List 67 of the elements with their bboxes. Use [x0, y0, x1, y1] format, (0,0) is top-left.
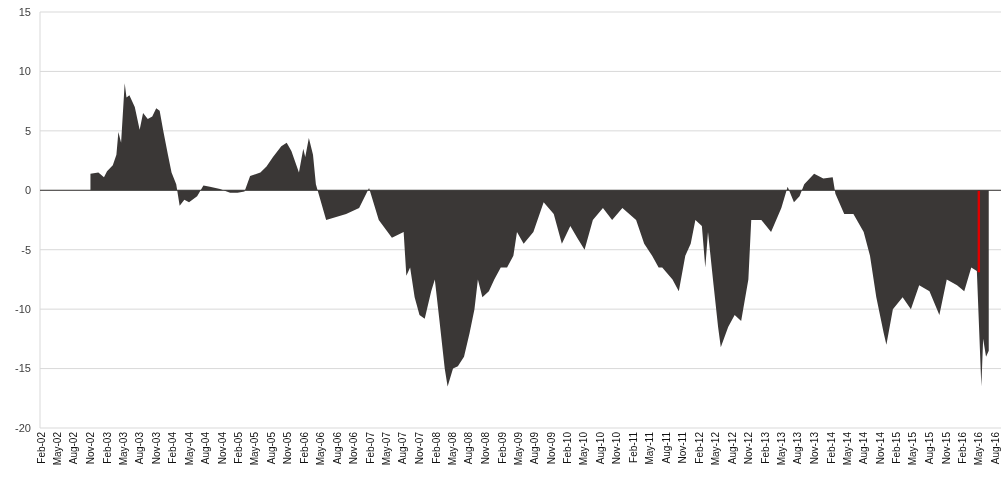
y-tick-label: -10	[15, 302, 31, 315]
y-tick-label: -15	[15, 362, 31, 375]
x-tick-label: Feb-07	[364, 431, 376, 464]
x-tick-label: May-06	[315, 431, 327, 466]
x-tick-label: Nov-11	[677, 431, 689, 464]
x-tick-label: Feb-15	[891, 431, 903, 464]
y-tick-label: 0	[24, 184, 31, 197]
x-tick-label: Nov-02	[84, 431, 96, 465]
x-tick-label: Feb-06	[299, 431, 311, 464]
x-tick-label: May-07	[380, 431, 392, 466]
x-tick-label: Aug-08	[463, 431, 475, 465]
x-tick-label: Aug-07	[397, 431, 409, 465]
x-tick-label: Nov-08	[479, 431, 491, 465]
y-tick-label: 15	[18, 5, 31, 18]
x-tick-label: Nov-12	[743, 431, 755, 465]
y-tick-label: -5	[21, 243, 31, 256]
x-tick-label: May-09	[512, 431, 524, 466]
x-tick-label: Feb-16	[957, 431, 969, 464]
y-tick-label: 10	[18, 65, 31, 78]
x-tick-label: Nov-14	[874, 431, 886, 465]
x-tick-label: Aug-11	[660, 431, 672, 464]
x-tick-label: May-16	[973, 431, 985, 466]
x-tick-label: Nov-10	[611, 431, 623, 465]
x-tick-label: Feb-11	[628, 431, 640, 463]
x-tick-label: Feb-03	[101, 431, 113, 464]
x-tick-label: May-05	[249, 431, 261, 466]
x-tick-label: Aug-02	[68, 431, 80, 465]
x-tick-label: Nov-05	[282, 431, 294, 465]
x-tick-label: Feb-09	[496, 431, 508, 464]
x-tick-label: Feb-12	[693, 431, 705, 464]
x-tick-label: Feb-13	[759, 431, 771, 464]
x-tick-label: May-15	[907, 431, 919, 466]
x-tick-label: Feb-08	[430, 431, 442, 464]
x-tick-label: Aug-15	[923, 431, 935, 465]
x-tick-label: Feb-04	[167, 431, 179, 464]
x-tick-label: May-02	[51, 431, 63, 466]
y-tick-label: 5	[24, 124, 31, 137]
x-tick-label: Aug-06	[331, 431, 343, 465]
x-tick-label: Nov-06	[348, 431, 360, 465]
x-tick-label: Aug-03	[134, 431, 146, 465]
x-tick-label: May-13	[775, 431, 787, 466]
x-tick-label: May-10	[578, 431, 590, 466]
x-tick-label: Nov-13	[808, 431, 820, 465]
x-tick-label: Nov-07	[414, 431, 425, 465]
x-tick-label: Nov-03	[150, 431, 162, 465]
x-tick-label: Aug-12	[726, 431, 738, 465]
x-tick-label: May-08	[446, 431, 458, 466]
x-tick-label: Aug-05	[265, 431, 277, 465]
y-tick-label: -20	[15, 421, 31, 434]
x-tick-label: Feb-05	[233, 431, 245, 464]
x-tick-label: Nov-15	[940, 431, 952, 465]
x-tick-label: Aug-04	[200, 431, 212, 465]
x-tick-label: May-14	[841, 431, 853, 466]
x-tick-label: Aug-16	[989, 431, 1001, 465]
x-tick-label: Feb-10	[562, 431, 574, 464]
x-tick-label: May-04	[183, 431, 195, 466]
x-tick-label: Aug-13	[792, 431, 804, 465]
x-tick-label: May-03	[117, 431, 129, 466]
x-tick-label: Aug-14	[858, 431, 870, 465]
x-tick-label: Feb-14	[825, 431, 837, 464]
x-tick-label: Aug-09	[529, 431, 541, 465]
x-tick-label: May-12	[710, 431, 722, 466]
x-tick-label: Nov-04	[216, 431, 228, 465]
x-tick-label: Aug-10	[594, 431, 606, 465]
x-tick-label: Nov-09	[545, 431, 557, 465]
x-tick-label: Feb-02	[35, 431, 47, 464]
x-tick-label: May-11	[644, 431, 656, 465]
